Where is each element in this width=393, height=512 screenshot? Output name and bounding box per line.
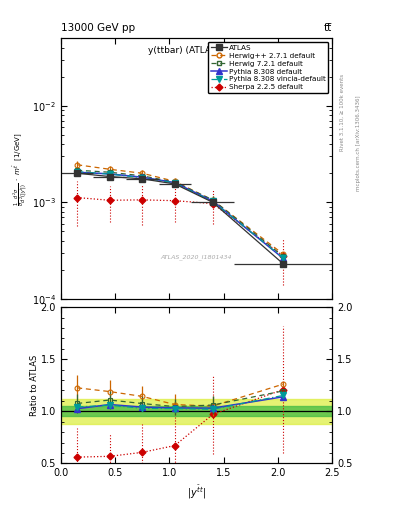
Text: 13000 GeV pp: 13000 GeV pp	[61, 23, 135, 33]
Text: y(ttbar) (ATLAS ttbar): y(ttbar) (ATLAS ttbar)	[148, 46, 245, 55]
Y-axis label: $\frac{1}{\sigma}\frac{d^2\sigma}{d^2(|y^{\bar{t}}|)}\ \cdot\ m^{\bar{t}}\ \ [1/: $\frac{1}{\sigma}\frac{d^2\sigma}{d^2(|y…	[12, 132, 31, 205]
Y-axis label: Ratio to ATLAS: Ratio to ATLAS	[30, 355, 39, 416]
Text: ATLAS_2020_I1801434: ATLAS_2020_I1801434	[161, 254, 232, 260]
Bar	[61, 399, 332, 424]
Text: tt̅: tt̅	[324, 23, 332, 33]
Text: mcplots.cern.ch [arXiv:1306.3436]: mcplots.cern.ch [arXiv:1306.3436]	[356, 96, 361, 191]
X-axis label: $|y^{\bar{t}t}|$: $|y^{\bar{t}t}|$	[187, 484, 206, 501]
Text: Rivet 3.1.10, ≥ 100k events: Rivet 3.1.10, ≥ 100k events	[340, 74, 345, 151]
Legend: ATLAS, Herwig++ 2.7.1 default, Herwig 7.2.1 default, Pythia 8.308 default, Pythi: ATLAS, Herwig++ 2.7.1 default, Herwig 7.…	[208, 42, 329, 93]
Bar	[61, 406, 332, 416]
